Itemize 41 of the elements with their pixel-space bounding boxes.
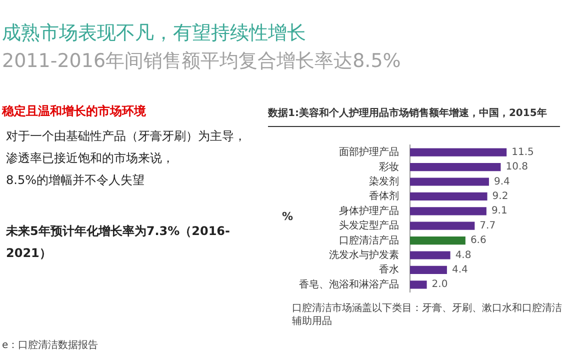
- data-label: 9.4: [494, 176, 510, 188]
- bar: [410, 148, 507, 156]
- data-label: 7.7: [480, 220, 496, 232]
- data-label: 10.8: [506, 162, 528, 173]
- data-label: 9.2: [492, 191, 508, 202]
- bar: [410, 178, 489, 186]
- bar: [410, 266, 447, 274]
- text: 8.5%的增幅并不令人失望: [6, 172, 144, 189]
- data-label: 4.4: [452, 264, 468, 276]
- text: 稳定且温和增长的市场环境: [2, 103, 146, 120]
- text: 2011-2016年间销售额平均复合增长率达8.5%: [2, 49, 401, 74]
- y-tick-label: 身体护理产品: [339, 204, 399, 217]
- text: 渗透率已接近饱和的市场来说，: [6, 150, 174, 167]
- text: e：口腔清洁数据报告: [2, 338, 98, 352]
- data-label: 2.0: [432, 279, 448, 290]
- text: 成熟市场表现不凡，有望持续性增长: [2, 21, 306, 46]
- chart-title: 数据1:美容和个人护理用品市场销售额年增速，中国，2015年: [268, 106, 560, 127]
- y-tick-label: 香皂、泡浴和淋浴产品: [299, 278, 399, 290]
- data-label: 6.6: [470, 235, 486, 246]
- bar: [410, 280, 427, 289]
- data-label: 4.8: [455, 250, 472, 261]
- y-tick-label: 口腔清洁产品: [339, 234, 399, 246]
- text: 口腔清洁市场涵盖以下类目：牙膏、牙刷、漱口水和口腔清洁辅助用品: [292, 302, 562, 328]
- bar: [410, 236, 466, 245]
- y-tick-label: 染发剂: [369, 176, 399, 188]
- bar: [410, 251, 450, 260]
- bar: [410, 222, 475, 230]
- y-tick-label: 香水: [379, 264, 399, 276]
- y-tick-label: 香体剂: [369, 190, 399, 202]
- bar: [410, 163, 501, 172]
- bar: [410, 192, 488, 200]
- text: 未来5年预计年化增长率为7.3%（2016-2021）: [6, 223, 232, 262]
- data-label: 11.5: [512, 146, 534, 158]
- y-tick-label: 头发定型产品: [339, 220, 399, 232]
- data-label: 9.1: [491, 206, 508, 217]
- y-tick-label: 彩妆: [379, 160, 399, 173]
- text: 对于一个由基础性产品（牙膏牙刷）为主导，: [6, 128, 246, 145]
- bar: [410, 207, 486, 216]
- y-tick-label: 面部护理产品: [339, 146, 399, 158]
- y-tick-label: 洗发水与护发素: [329, 249, 399, 261]
- y-axis-title: %: [282, 210, 294, 223]
